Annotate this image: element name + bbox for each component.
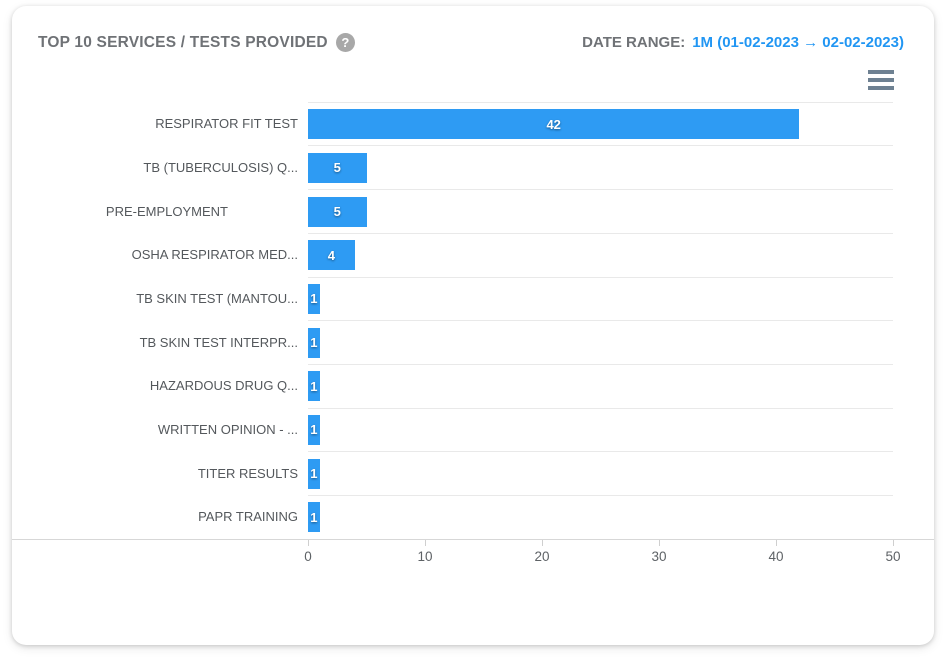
- bar-row: TB (TUBERCULOSIS) Q... 5: [12, 145, 934, 189]
- bar-value-label: 4: [327, 247, 336, 263]
- title-group: TOP 10 SERVICES / TESTS PROVIDED ?: [38, 33, 355, 52]
- x-tick-label: 0: [304, 548, 312, 564]
- bar-value-label: 1: [310, 335, 318, 351]
- bar-row: TB SKIN TEST (MANTOU... 1: [12, 276, 934, 321]
- bar-value-label: 1: [310, 291, 318, 307]
- date-range-value[interactable]: 1M (01-02-2023 → 02-02-2023): [692, 34, 904, 51]
- bar-row: RESPIRATOR FIT TEST 42: [12, 101, 934, 146]
- category-label: WRITTEN OPINION - ...: [157, 421, 298, 437]
- category-label: TITER RESULTS: [197, 465, 298, 481]
- x-tick-label: 30: [651, 548, 667, 564]
- bar-row: HAZARDOUS DRUG Q... 1: [12, 363, 934, 408]
- bar[interactable]: 1: [308, 502, 320, 533]
- date-range: DATE RANGE: 1M (01-02-2023 → 02-02-2023): [582, 34, 904, 51]
- plot-cell: 1: [308, 451, 893, 495]
- bar-rows: RESPIRATOR FIT TEST 42 TB (TUBERCULOSIS) Q…: [12, 101, 934, 540]
- x-tick-mark: [541, 539, 543, 546]
- plot-cell: 5: [308, 145, 893, 189]
- bar[interactable]: 1: [308, 283, 320, 314]
- plot-cell: 4: [308, 232, 893, 277]
- bar-row: OSHA RESPIRATOR MED... 4: [12, 232, 934, 277]
- help-icon[interactable]: ?: [335, 33, 355, 52]
- bar[interactable]: 4: [308, 240, 355, 271]
- plot-cell: 1: [308, 363, 893, 408]
- x-tick-label: 20: [534, 548, 550, 564]
- x-tick-mark: [775, 539, 777, 546]
- bar-row: TB SKIN TEST INTERPR... 1: [12, 320, 934, 364]
- bar-value-label: 1: [310, 422, 318, 438]
- bar[interactable]: 42: [308, 109, 800, 140]
- x-tick-label: 40: [768, 548, 784, 564]
- bar-row: WRITTEN OPINION - ... 1: [12, 407, 934, 452]
- bar-value-label: 1: [310, 509, 318, 525]
- x-axis: 0 10 20 30 40 50: [304, 539, 901, 574]
- bar[interactable]: 5: [308, 152, 367, 183]
- category-label: HAZARDOUS DRUG Q...: [149, 378, 298, 394]
- chart-title: TOP 10 SERVICES / TESTS PROVIDED: [38, 33, 328, 51]
- x-tick-label: 50: [885, 548, 901, 564]
- category-label: OSHA RESPIRATOR MED...: [131, 247, 298, 263]
- bar-value-label: 5: [333, 160, 341, 176]
- bar[interactable]: 1: [308, 327, 320, 358]
- x-tick-label: 10: [417, 548, 433, 564]
- hamburger-menu-icon: [868, 70, 894, 74]
- bar-value-label: 1: [310, 466, 318, 482]
- plot-cell: 42: [308, 101, 893, 146]
- category-label: TB (TUBERCULOSIS) Q...: [143, 159, 298, 175]
- x-tick-mark: [658, 539, 660, 546]
- bar-row: PRE-EMPLOYMENT 5: [12, 189, 934, 233]
- category-label: TB SKIN TEST (MANTOU...: [136, 290, 298, 306]
- date-range-label: DATE RANGE:: [582, 34, 686, 51]
- bar[interactable]: 1: [308, 414, 320, 445]
- plot-cell: 1: [308, 320, 893, 364]
- bar[interactable]: 1: [308, 371, 320, 402]
- plot-cell: 1: [308, 494, 893, 539]
- bar-value-label: 42: [546, 116, 561, 132]
- bar-row: TITER RESULTS 1: [12, 451, 934, 495]
- plot-cell: 1: [308, 276, 893, 321]
- bar-value-label: 5: [333, 204, 341, 219]
- plot-cell: 5: [308, 189, 893, 233]
- bar-value-label: 1: [310, 378, 318, 394]
- chart-card: TOP 10 SERVICES / TESTS PROVIDED ? DATE …: [12, 6, 934, 645]
- category-label: PRE-EMPLOYMENT: [105, 203, 228, 219]
- plot-cell: 1: [308, 407, 893, 452]
- category-label: RESPIRATOR FIT TEST: [155, 116, 298, 132]
- bar[interactable]: 1: [308, 458, 320, 489]
- category-label: TB SKIN TEST INTERPR...: [139, 334, 298, 350]
- x-tick-mark: [424, 539, 426, 546]
- x-tick-mark: [307, 539, 309, 546]
- card-header: TOP 10 SERVICES / TESTS PROVIDED ? DATE …: [12, 6, 934, 52]
- x-tick-mark: [892, 539, 894, 546]
- bar-row: PAPR TRAINING 1: [12, 494, 934, 539]
- chart-toolbar: [12, 70, 934, 90]
- chart-menu-button[interactable]: [868, 70, 894, 90]
- category-label: PAPR TRAINING: [198, 509, 298, 525]
- bar-chart: RESPIRATOR FIT TEST 42 TB (TUBERCULOSIS) Q…: [12, 101, 934, 574]
- bar[interactable]: 5: [308, 196, 367, 227]
